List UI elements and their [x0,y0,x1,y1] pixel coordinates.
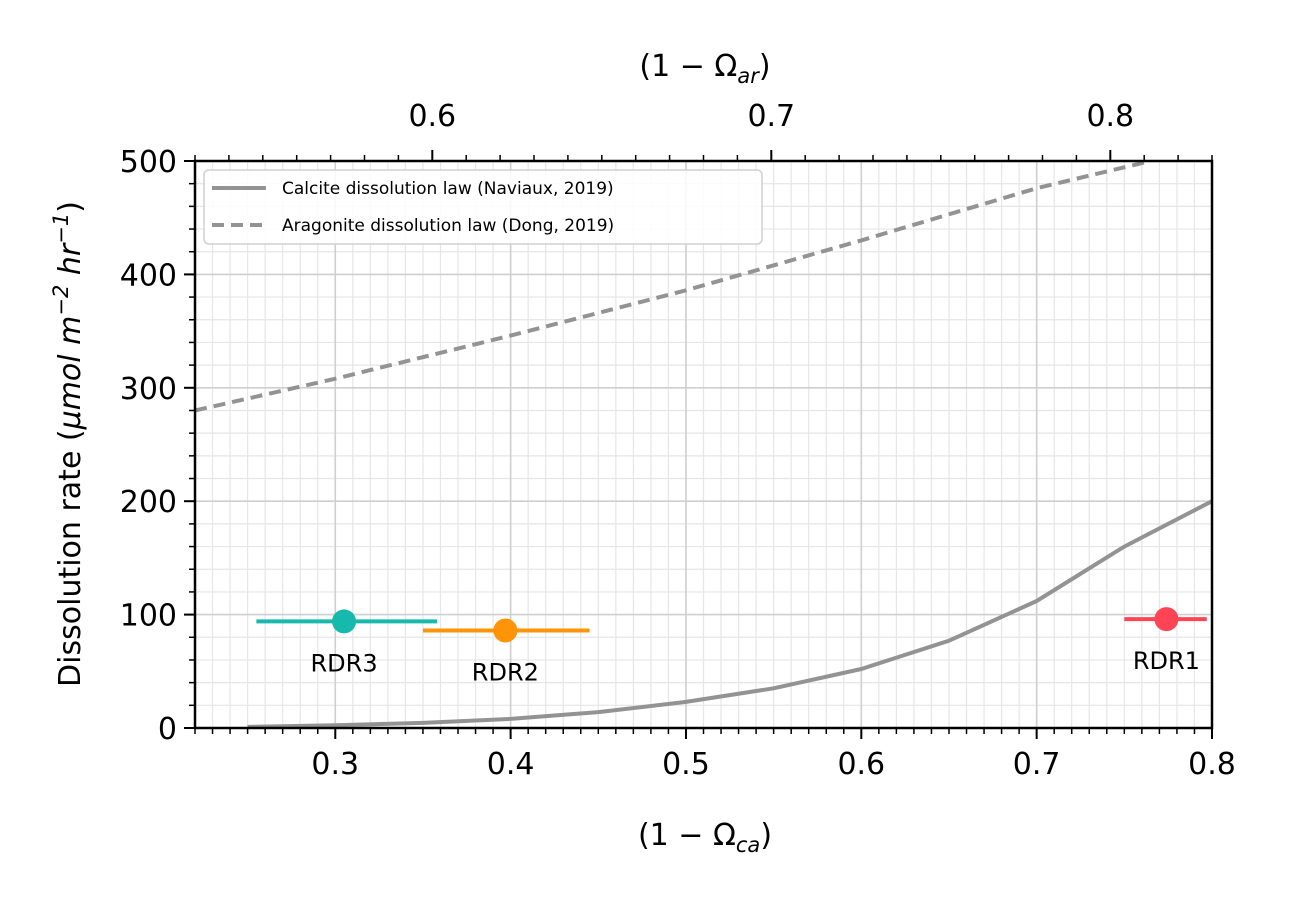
rdr1-point [1154,607,1179,632]
grid [194,160,1213,729]
x-tick-label: 0.5 [662,747,710,782]
y-tick-label: 0 [158,712,177,747]
x-tick-label: 0.6 [837,747,885,782]
legend-box [203,169,763,245]
legend: Calcite dissolution law (Naviaux, 2019) … [203,169,763,245]
points-layer: RDR3 RDR2 RDR1 [256,607,1207,686]
aragonite-dissolution-line [194,159,1152,413]
top-x-tick-label: 0.7 [747,99,795,134]
rdr3-label: RDR3 [310,649,377,677]
rdr1-label: RDR1 [1133,647,1200,675]
y-tick-label: 300 [120,372,177,407]
rdr2-point [493,618,518,643]
ticks: 0.3 0.4 0.5 0.6 0.7 0.8 0.6 0.7 0.8 0 100 200 300 400… [120,99,1236,782]
x-axis-label-top: (1 − Ωar) [639,49,770,88]
top-x-tick-label: 0.8 [1086,99,1134,134]
x-axis-label-bottom: (1 − Ωca) [638,818,772,857]
series-layer [194,159,1213,729]
top-x-tick-label: 0.6 [408,99,456,134]
rdr3-point [332,609,357,634]
rdr2-label: RDR2 [472,658,539,686]
y-tick-label: 100 [120,599,177,634]
legend-label-calcite: Calcite dissolution law (Naviaux, 2019) [282,179,614,199]
y-tick-label: 500 [120,145,177,180]
y-tick-label: 200 [120,485,177,520]
y-tick-label: 400 [120,258,177,293]
x-tick-label: 0.4 [487,747,535,782]
legend-label-aragonite: Aragonite dissolution law (Dong, 2019) [282,216,614,236]
calcite-dissolution-line [247,499,1213,729]
x-tick-label: 0.7 [1013,747,1061,782]
x-tick-label: 0.3 [311,747,359,782]
y-axis-label: Dissolution rate (μmol m−2 hr−1) [49,201,88,687]
x-tick-label: 0.8 [1188,747,1236,782]
